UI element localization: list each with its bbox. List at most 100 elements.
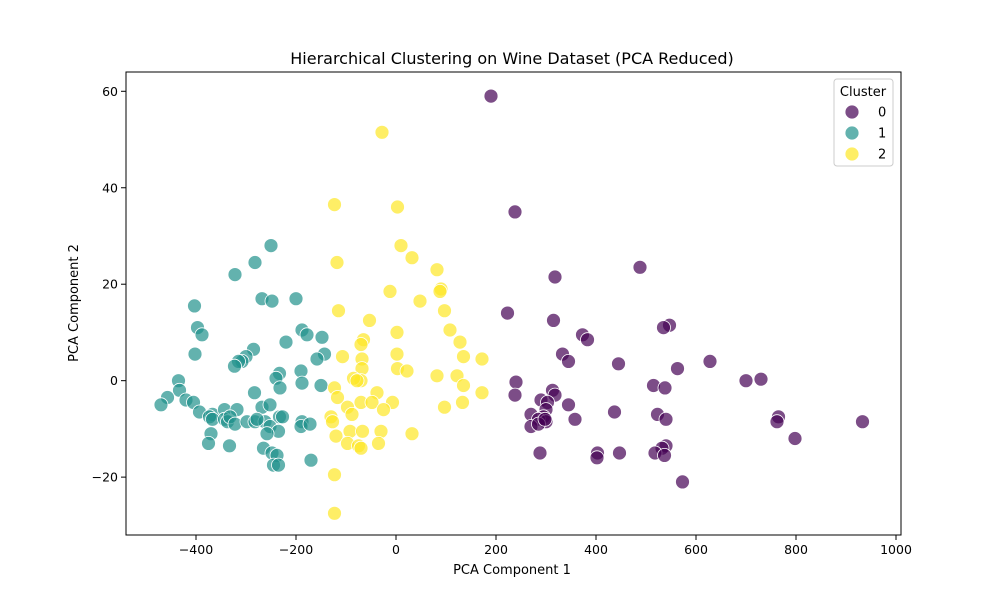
data-point bbox=[327, 505, 342, 521]
legend-entry-0: 0 bbox=[844, 104, 886, 121]
legend-entries: 0 1 2 bbox=[844, 104, 886, 163]
data-point bbox=[302, 416, 318, 432]
data-point bbox=[404, 426, 420, 442]
data-point bbox=[194, 327, 210, 343]
data-point bbox=[259, 426, 275, 442]
data-point bbox=[855, 414, 870, 430]
data-point bbox=[657, 380, 673, 396]
data-point bbox=[589, 450, 605, 466]
data-point bbox=[702, 353, 718, 369]
data-point bbox=[607, 404, 622, 420]
data-point bbox=[313, 378, 329, 393]
data-point bbox=[353, 337, 369, 352]
data-point bbox=[537, 411, 553, 427]
data-point bbox=[331, 303, 346, 319]
data-point bbox=[227, 267, 243, 283]
data-point bbox=[567, 411, 583, 427]
x-tick-label: 1000 bbox=[880, 542, 912, 557]
data-point bbox=[561, 397, 576, 413]
data-point bbox=[456, 378, 471, 393]
series-1 bbox=[153, 238, 332, 473]
data-point bbox=[429, 368, 445, 384]
data-point bbox=[227, 416, 243, 432]
data-point bbox=[374, 124, 390, 140]
data-point bbox=[335, 349, 350, 365]
data-point bbox=[412, 293, 428, 309]
data-point bbox=[227, 358, 242, 374]
legend-entry-1: 1 bbox=[844, 125, 886, 142]
data-point bbox=[247, 255, 263, 270]
data-point bbox=[437, 303, 452, 319]
data-point bbox=[325, 414, 340, 430]
data-point bbox=[474, 351, 490, 367]
legend-marker bbox=[844, 146, 860, 162]
x-tick-label: 0 bbox=[392, 542, 400, 557]
data-point bbox=[222, 438, 237, 454]
data-point bbox=[611, 356, 626, 372]
data-point bbox=[309, 351, 325, 367]
data-point bbox=[612, 445, 627, 461]
data-point bbox=[455, 394, 470, 410]
data-point bbox=[632, 259, 648, 275]
data-point bbox=[399, 363, 415, 379]
legend-label: 0 bbox=[878, 106, 886, 121]
data-point bbox=[500, 305, 515, 321]
data-point bbox=[187, 346, 203, 362]
data-point bbox=[670, 361, 685, 377]
data-point bbox=[456, 349, 471, 365]
data-point bbox=[263, 238, 279, 254]
data-point bbox=[546, 312, 561, 328]
y-tick-label: 20 bbox=[102, 277, 118, 292]
data-point bbox=[329, 255, 345, 270]
x-tick-label: 400 bbox=[584, 542, 608, 557]
data-point bbox=[675, 474, 690, 490]
data-point bbox=[187, 298, 202, 314]
data-point bbox=[769, 414, 785, 430]
x-tick-label: 200 bbox=[484, 542, 508, 557]
data-point bbox=[393, 238, 409, 254]
data-point bbox=[349, 373, 365, 389]
data-point bbox=[264, 293, 280, 309]
data-point bbox=[437, 399, 452, 415]
data-point bbox=[547, 269, 563, 285]
legend: Cluster 0 1 2 bbox=[833, 78, 894, 167]
points-layer bbox=[153, 88, 870, 521]
data-point bbox=[580, 332, 595, 348]
legend-box bbox=[833, 78, 894, 167]
data-point bbox=[389, 346, 405, 362]
data-point bbox=[271, 457, 286, 473]
data-point bbox=[753, 371, 769, 387]
data-point bbox=[247, 385, 262, 401]
data-point bbox=[303, 452, 319, 468]
data-point bbox=[294, 375, 310, 391]
data-point bbox=[429, 262, 445, 278]
legend-title: Cluster bbox=[840, 85, 887, 100]
data-point bbox=[656, 320, 671, 336]
data-point bbox=[452, 334, 468, 350]
data-point bbox=[389, 324, 405, 340]
data-point bbox=[373, 423, 389, 439]
data-point bbox=[328, 428, 344, 444]
data-point bbox=[355, 423, 370, 439]
data-point bbox=[262, 397, 278, 413]
data-point bbox=[508, 374, 524, 390]
legend-label: 1 bbox=[878, 127, 886, 142]
data-point bbox=[474, 385, 490, 401]
data-point bbox=[314, 329, 330, 345]
x-axis: −400 −200 0 200 400 600 800 1000 bbox=[179, 535, 912, 557]
x-tick-label: 600 bbox=[684, 542, 708, 557]
legend-marker bbox=[844, 125, 860, 141]
data-point bbox=[507, 204, 523, 220]
y-tick-label: 60 bbox=[102, 84, 118, 99]
data-point bbox=[362, 312, 377, 328]
data-point bbox=[738, 373, 754, 389]
data-point bbox=[561, 353, 576, 369]
chart-title: Hierarchical Clustering on Wine Dataset … bbox=[290, 49, 733, 68]
data-point bbox=[201, 435, 216, 451]
data-point bbox=[364, 394, 380, 410]
data-point bbox=[404, 250, 420, 266]
data-point bbox=[344, 406, 360, 422]
data-point bbox=[376, 402, 391, 418]
